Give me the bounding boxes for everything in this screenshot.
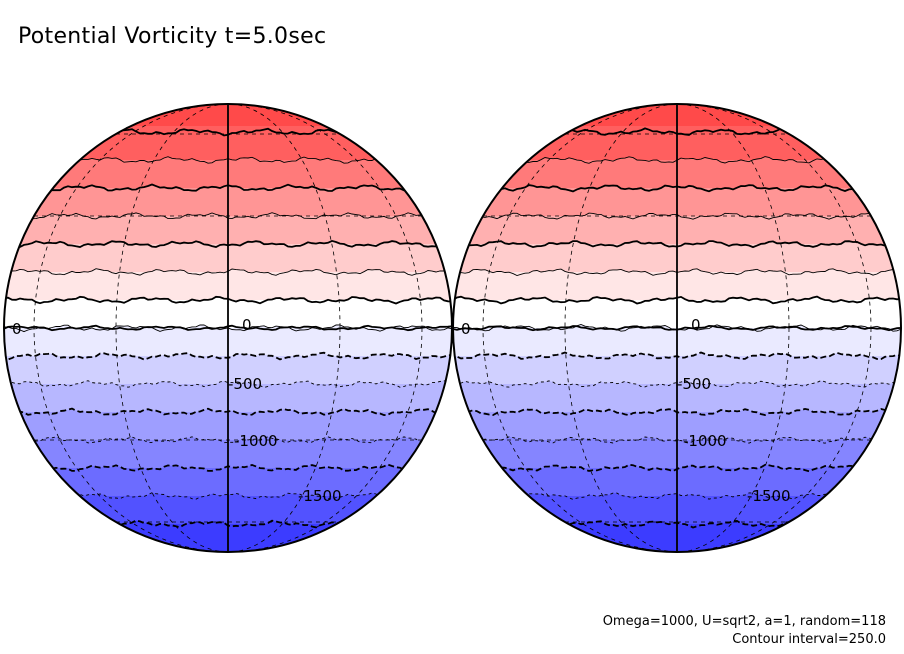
contour-label: 0 — [242, 316, 252, 334]
contour-label: 0 — [461, 320, 471, 338]
pv-contour-line — [4, 436, 452, 444]
contour-label: 0 — [691, 316, 701, 334]
contour-label: 0 — [12, 320, 22, 338]
contour-label: -500 — [228, 375, 262, 393]
contour-label: -1000 — [234, 432, 278, 450]
contour-label: -1000 — [683, 432, 727, 450]
meridian-line — [33, 104, 423, 552]
contour-interval-caption: Contour interval=250.0 — [732, 632, 886, 647]
pv-contour-line — [453, 436, 901, 444]
parameters-caption: Omega=1000, U=sqrt2, a=1, random=118 — [602, 614, 886, 629]
right-hemisphere: 0 0 -500 -1000 -1500 — [452, 103, 902, 553]
plot-title: Potential Vorticity t=5.0sec — [18, 24, 327, 49]
meridian-line — [482, 104, 872, 552]
meridian-line — [115, 104, 341, 552]
contour-label: -1500 — [747, 487, 791, 505]
contour-label: -1500 — [298, 487, 342, 505]
meridian-line — [564, 104, 790, 552]
left-hemisphere: 0 0 -500 -1000 -1500 — [3, 103, 453, 553]
globe-outline — [452, 103, 902, 553]
pv-contour-line — [453, 380, 901, 388]
contour-label: -500 — [677, 375, 711, 393]
pv-contour-line — [4, 380, 452, 388]
